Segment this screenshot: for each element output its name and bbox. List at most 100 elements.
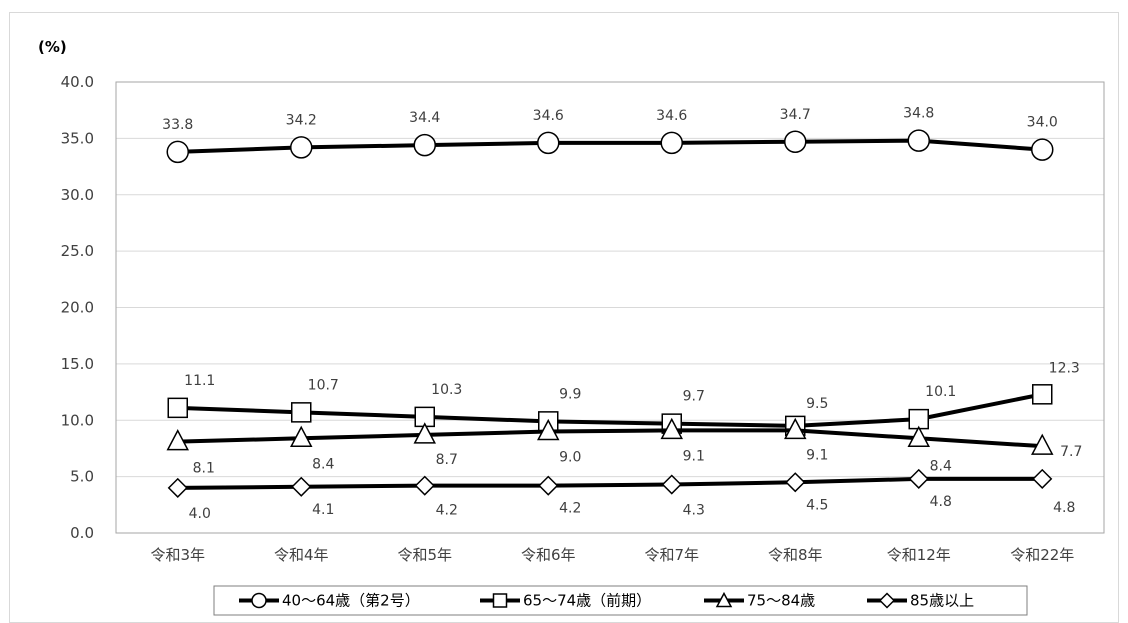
series-line [177, 138, 1043, 154]
y-axis-ticks: 0.0 5.0 10.0 15.0 20.0 25.0 30.0 35.0 40.0 [61, 73, 94, 542]
data-label: 9.9 [559, 386, 581, 402]
chart-frame [9, 12, 1119, 623]
data-label: 4.0 [189, 506, 211, 522]
data-label: 12.3 [1049, 360, 1080, 376]
data-label: 10.7 [308, 377, 339, 393]
data-point-marker [784, 130, 807, 154]
y-tick-label: 30.0 [61, 186, 94, 204]
data-label: 9.7 [683, 389, 705, 405]
data-point-marker [414, 475, 435, 496]
data-label: 4.3 [683, 503, 705, 519]
data-label: 10.3 [431, 382, 462, 398]
data-label: 4.2 [559, 501, 581, 517]
data-label: 8.1 [193, 461, 215, 477]
data-label: 9.0 [559, 450, 581, 466]
data-label: 9.1 [806, 447, 828, 463]
data-point-marker [1032, 468, 1053, 489]
data-label: 34.8 [903, 106, 934, 122]
data-point-marker [166, 140, 189, 164]
data-point-marker [290, 136, 313, 159]
y-tick-label: 5.0 [70, 468, 94, 486]
data-label: 34.6 [533, 108, 564, 124]
x-tick-label: 令和4年 [274, 546, 329, 564]
series-4 [167, 468, 1053, 498]
data-point-marker [537, 131, 560, 155]
x-tick-label: 令和8年 [768, 546, 823, 564]
gridlines [116, 137, 1104, 478]
legend-entry: 40～64歳（第2号） [239, 592, 420, 610]
legend-label: 75～84歳 [747, 592, 815, 610]
plot-area [115, 81, 1105, 534]
data-point-marker [785, 472, 806, 493]
data-point-marker [784, 417, 807, 440]
data-label: 34.6 [656, 108, 687, 124]
series-3 [166, 417, 1054, 455]
legend-label: 40～64歳（第2号） [282, 592, 420, 610]
x-tick-label: 令和5年 [397, 546, 452, 564]
data-label: 11.1 [184, 373, 215, 389]
data-label: 8.4 [930, 458, 952, 474]
data-label: 34.2 [286, 112, 317, 128]
data-point-marker [1031, 433, 1054, 455]
data-label: 4.2 [436, 503, 458, 519]
legend-marker [715, 591, 733, 608]
x-tick-label: 令和7年 [644, 546, 699, 564]
data-point-marker [413, 133, 436, 157]
data-point-marker [1032, 384, 1053, 405]
series-2 [167, 384, 1053, 437]
data-point-marker [907, 425, 930, 448]
data-point-marker [908, 468, 929, 489]
data-label: 4.1 [312, 502, 334, 518]
x-axis-ticks: 令和3年 令和4年 令和5年 令和6年 令和7年 令和8年 令和12年 令和22年 [150, 546, 1074, 564]
x-tick-label: 令和12年 [887, 546, 951, 564]
legend-marker [492, 593, 508, 608]
data-label: 34.0 [1027, 115, 1058, 131]
data-label: 7.7 [1060, 444, 1082, 460]
y-tick-label: 25.0 [61, 242, 94, 260]
y-tick-label: 10.0 [61, 411, 94, 429]
data-labels: 33.8 34.2 34.4 34.6 34.6 34.7 34.8 34.0 11.1 10.7… [162, 106, 1082, 522]
data-label: 8.4 [312, 456, 334, 472]
series-group [166, 129, 1054, 498]
y-tick-label: 35.0 [61, 129, 94, 147]
y-unit-label: (%) [38, 38, 67, 56]
legend-entry: 75～84歳 [704, 592, 815, 610]
data-point-marker [661, 474, 682, 495]
series-line [177, 392, 1043, 428]
data-label: 33.8 [162, 117, 193, 133]
data-label: 4.8 [1053, 500, 1075, 516]
x-tick-label: 令和22年 [1010, 546, 1074, 564]
data-point-marker [290, 425, 313, 448]
series-line [177, 428, 1043, 449]
x-tick-label: 令和3年 [150, 546, 205, 564]
data-point-marker [660, 131, 683, 155]
y-tick-label: 15.0 [61, 355, 94, 373]
data-label: 9.5 [806, 396, 828, 412]
series-1 [166, 129, 1054, 164]
y-tick-label: 40.0 [61, 73, 94, 91]
data-label: 34.4 [409, 110, 440, 126]
data-label: 10.1 [925, 384, 956, 400]
data-label: 34.7 [780, 107, 811, 123]
x-tick-label: 令和6年 [521, 546, 576, 564]
data-point-marker [167, 477, 188, 498]
data-label: 9.1 [683, 448, 705, 464]
data-point-marker [660, 417, 683, 440]
data-point-marker [1031, 138, 1054, 161]
legend-marker [251, 592, 267, 609]
data-point-marker [166, 429, 189, 451]
data-point-marker [413, 422, 436, 444]
legend-marker [878, 592, 896, 609]
data-point-marker [537, 418, 560, 441]
y-tick-label: 20.0 [61, 299, 94, 317]
legend-label: 85歳以上 [910, 592, 974, 610]
data-point-marker [291, 402, 312, 423]
data-label: 8.7 [436, 452, 458, 468]
legend-entry: 65～74歳（前期） [480, 592, 651, 610]
data-point-marker [538, 475, 559, 496]
data-point-marker [167, 397, 188, 419]
data-point-marker [291, 476, 312, 497]
data-label: 4.5 [806, 497, 828, 513]
data-label: 4.8 [930, 494, 952, 510]
